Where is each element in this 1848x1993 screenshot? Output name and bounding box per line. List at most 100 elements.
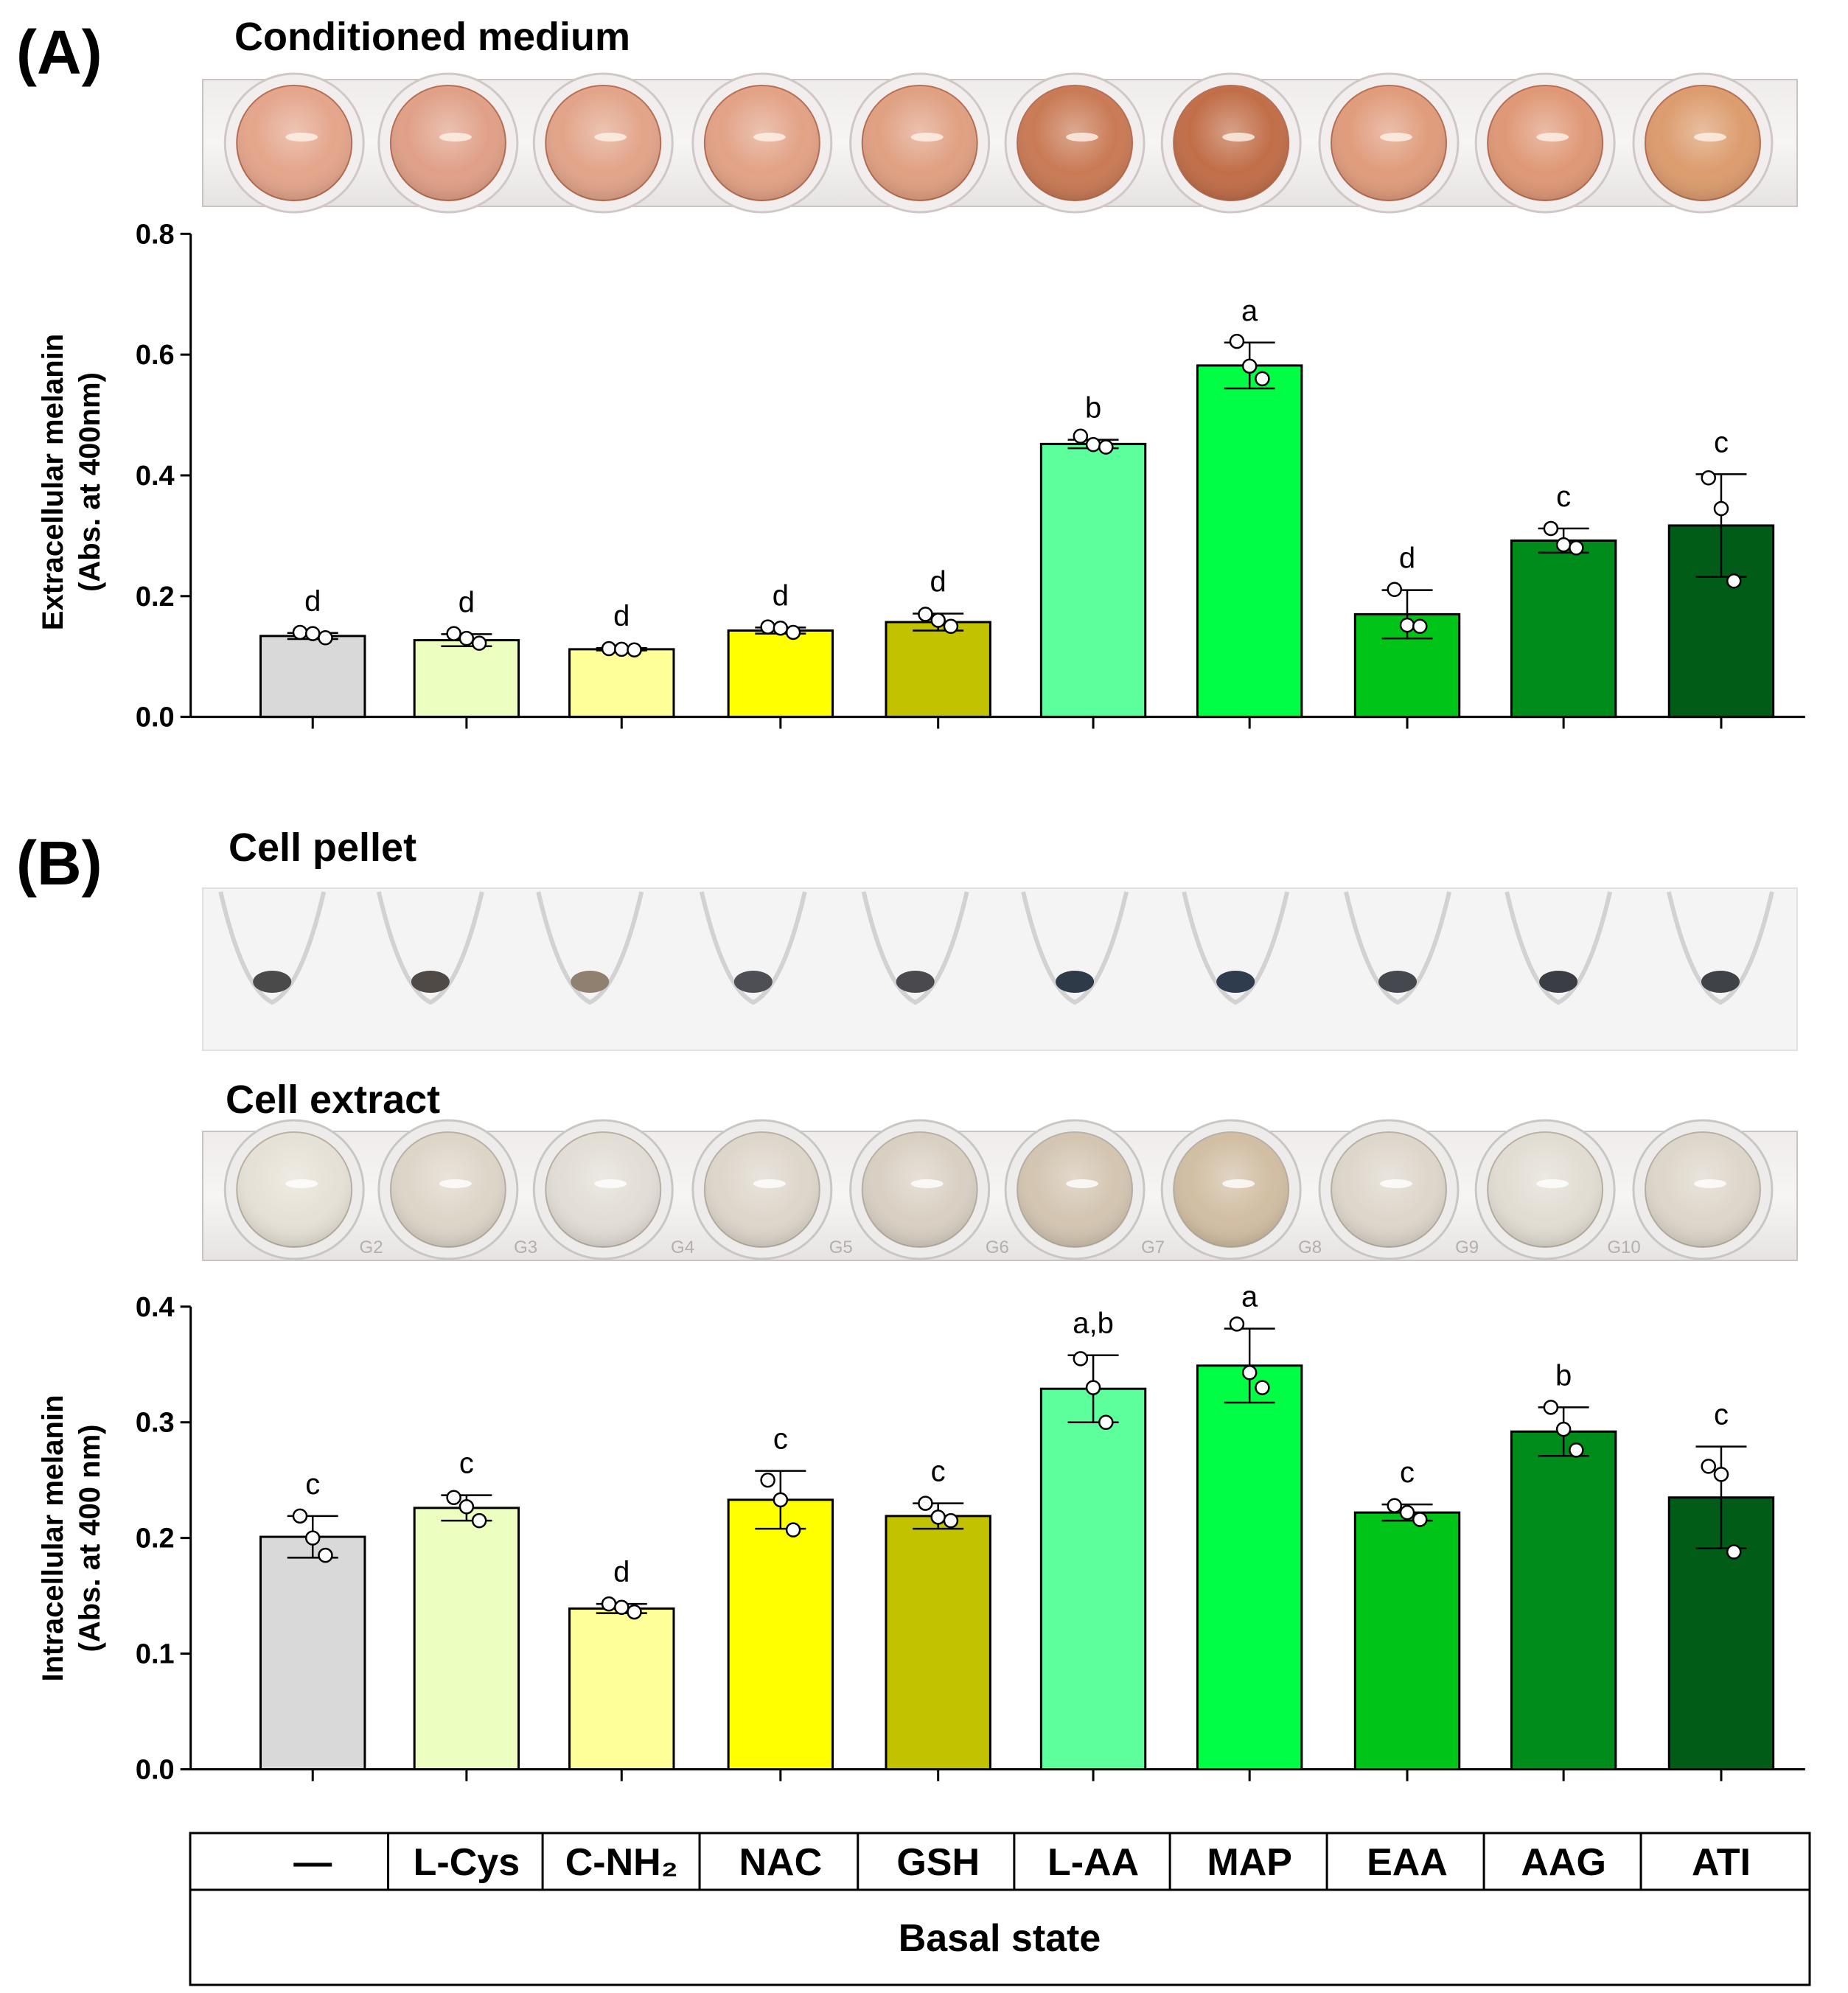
chart-a-point-7-0	[1387, 582, 1403, 598]
chart-a-point-3-1	[773, 620, 789, 636]
pellet-tube-2	[536, 891, 644, 1005]
plate-b-well-label-3: G5	[829, 1238, 853, 1257]
cell-pellet-title: Cell pellet	[229, 826, 416, 870]
plate-a-wells	[223, 72, 1774, 214]
plate-b-well-shine-8	[1488, 1132, 1603, 1247]
chart-a-sig-label-4: d	[930, 566, 946, 598]
chart-a-y-tick-label-1: 0.2	[136, 582, 175, 612]
plate-b-well-shine-5	[1017, 1132, 1133, 1247]
pellet-4	[896, 971, 935, 993]
plate-b-well-label-6: G8	[1298, 1238, 1322, 1257]
chart-a-bar-4	[885, 621, 991, 719]
plate-b-well-highlight-2	[594, 1179, 627, 1188]
plate-b-well-label-8: G10	[1607, 1238, 1640, 1257]
plate-b-well-shine-2	[545, 1132, 661, 1247]
chart-a-sig-label-6: a	[1241, 295, 1258, 327]
plate-a-well-highlight-2	[594, 133, 627, 142]
chart-a-point-1-2	[471, 635, 487, 651]
chart-b-point-4-2	[943, 1512, 959, 1529]
plate-a-well-shine-6	[1174, 85, 1289, 200]
chart-b-sig-label-4: c	[931, 1456, 946, 1488]
treatment-label-0: —	[293, 1841, 332, 1884]
chart-b-sig-label-5: a,b	[1073, 1308, 1114, 1340]
chart-b-y-tick-label-2: 0.2	[136, 1523, 175, 1554]
chart-a-point-1-0	[446, 626, 461, 641]
plate-b-well-highlight-6	[1222, 1179, 1255, 1188]
plate-b-well-shine-3	[704, 1132, 820, 1247]
chart-b-y-tick-label-0: 0.0	[136, 1755, 175, 1786]
chart-b-marks: c c d c c a,b a c b c	[259, 1281, 1775, 1771]
cell-extract-photo: G2 G3 G4 G5 G6 G7 G8 G9 G10	[202, 1119, 1798, 1261]
treatment-label-6: MAP	[1207, 1841, 1292, 1884]
plate-a-well-shine-7	[1331, 85, 1447, 200]
chart-a-sig-label-2: d	[613, 600, 630, 632]
pellet-tube-7	[1344, 891, 1451, 1005]
chart-b-sig-label-3: c	[773, 1423, 788, 1456]
conditioned-medium-photo	[202, 72, 1798, 214]
chart-a-sig-label-3: d	[773, 579, 789, 612]
chart-b-point-7-0	[1387, 1498, 1403, 1513]
chart-b-point-8-1	[1555, 1421, 1572, 1437]
plate-b-well-shine-4	[862, 1132, 977, 1247]
pellet-3	[733, 971, 773, 993]
plate-a-well-highlight-3	[753, 133, 786, 142]
plate-a-well-highlight-0	[285, 133, 318, 142]
plate-a-well-shine-8	[1488, 85, 1603, 200]
plate-b-well-label-1: G3	[514, 1238, 537, 1257]
plate-a-well-shine-3	[704, 85, 820, 200]
chart-b-point-3-1	[773, 1492, 789, 1508]
chart-b-point-5-0	[1073, 1351, 1089, 1367]
chart-b-bar-8	[1510, 1430, 1617, 1771]
chart-a-point-2-1	[614, 641, 630, 657]
plate-b-well-highlight-0	[285, 1179, 318, 1188]
plate-b-well-shine-1	[390, 1132, 506, 1247]
chart-b-point-0-0	[292, 1508, 308, 1524]
chart-a-point-0-0	[292, 624, 308, 641]
panel-a-label: (A)	[16, 18, 102, 87]
treatment-label-5: L-AA	[1047, 1841, 1139, 1884]
plate-b-well-shine-0	[237, 1132, 352, 1247]
chart-b-point-9-1	[1713, 1467, 1729, 1482]
chart-b-sig-label-6: a	[1241, 1281, 1258, 1313]
chart-a-point-2-0	[601, 641, 617, 657]
plate-b-well-highlight-8	[1536, 1179, 1569, 1188]
chart-b-point-0-1	[304, 1530, 321, 1546]
chart-b-point-9-0	[1701, 1459, 1716, 1474]
pellet-tube-9	[1667, 891, 1774, 1005]
plate-a-well-shine-5	[1017, 85, 1133, 200]
pellet-tube-4	[861, 891, 969, 1005]
chart-b-point-1-1	[458, 1499, 475, 1515]
chart-b-sig-label-9: c	[1714, 1399, 1729, 1431]
chart-b-point-3-0	[760, 1472, 775, 1488]
plate-b-well-label-4: G6	[986, 1238, 1009, 1257]
pellet-0	[253, 971, 292, 993]
plate-b-well-shine-9	[1645, 1132, 1760, 1247]
chart-b-point-3-2	[785, 1522, 801, 1537]
treatment-table-cells: — L-Cys C-NH₂ NAC GSH L-AA MAP EAA AAG ATI	[293, 1833, 1751, 1890]
plate-a-well-highlight-7	[1380, 133, 1413, 142]
chart-b-point-2-2	[627, 1604, 642, 1620]
pellet-tube-6	[1182, 891, 1290, 1005]
chart-b-point-2-0	[601, 1596, 617, 1612]
chart-a-bar-3	[727, 629, 834, 719]
cell-extract-title: Cell extract	[226, 1078, 440, 1122]
chart-b-point-5-2	[1098, 1414, 1114, 1430]
chart-a-marks: d d d d d b a d c c	[259, 295, 1775, 719]
treatment-label-7: EAA	[1367, 1841, 1448, 1884]
chart-a-bar-5	[1039, 442, 1147, 719]
cell-pellet-photo	[202, 887, 1798, 1051]
chart-a-bar-2	[568, 648, 675, 719]
pellet-tube-1	[376, 891, 484, 1005]
chart-a-point-1-1	[458, 630, 475, 646]
conditioned-medium-title: Conditioned medium	[234, 15, 630, 59]
treatment-label-8: AAG	[1521, 1841, 1606, 1884]
treatment-label-9: ATI	[1692, 1841, 1751, 1884]
chart-b-point-4-1	[930, 1509, 946, 1525]
chart-a-y-tick-label-0: 0.0	[136, 702, 175, 733]
pellet-6	[1216, 971, 1255, 993]
chart-b-point-7-1	[1399, 1504, 1415, 1521]
chart-b-point-0-2	[318, 1547, 333, 1563]
plate-a-well-shine-0	[237, 85, 352, 200]
chart-b-point-8-0	[1543, 1400, 1559, 1415]
chart-a-point-4-0	[918, 607, 933, 622]
